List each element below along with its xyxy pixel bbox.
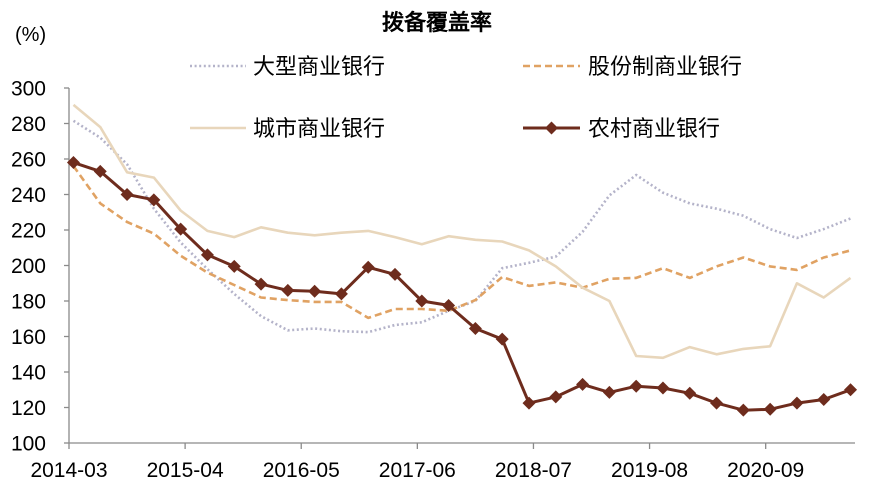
data-point-rural-banks	[817, 393, 831, 407]
data-point-rural-banks	[227, 259, 241, 273]
legend-diamond-marker	[545, 121, 558, 135]
data-point-rural-banks	[334, 287, 348, 301]
y-axis-ticks: 100 120 140 160 180 200 220 240 260 280 300	[11, 78, 69, 456]
x-tick-label: 2015-04	[147, 459, 224, 482]
legend-label-joint-stock-banks: 股份制商业银行	[588, 54, 742, 79]
data-point-rural-banks	[120, 188, 134, 201]
data-point-rural-banks	[93, 164, 107, 178]
data-point-rural-banks	[576, 377, 590, 391]
y-tick-label: 240	[11, 184, 46, 207]
x-tick-label: 2018-07	[495, 459, 572, 482]
data-point-rural-banks	[442, 298, 456, 312]
data-point-rural-banks	[763, 402, 777, 416]
y-axis-unit-label: (%)	[15, 24, 46, 46]
legend-label-city-banks: 城市商业银行	[253, 116, 385, 141]
x-tick-label: 2016-05	[263, 459, 340, 482]
data-point-rural-banks	[629, 379, 643, 393]
legend-item-rural-banks: 农村商业银行	[523, 116, 720, 141]
legend-label-large-banks: 大型商业银行	[253, 54, 385, 79]
data-point-rural-banks	[174, 222, 188, 236]
y-tick-label: 220	[11, 220, 46, 243]
data-point-rural-banks	[254, 277, 268, 291]
y-tick-label: 100	[11, 433, 46, 456]
data-point-rural-banks	[468, 322, 482, 336]
chart-title: 拨备覆盖率	[382, 10, 492, 35]
data-point-rural-banks	[656, 381, 670, 395]
series-line-large-banks	[72, 119, 851, 334]
data-point-rural-banks	[495, 332, 509, 346]
series-joint-stock-banks	[72, 165, 851, 320]
y-tick-label: 180	[11, 291, 46, 314]
data-point-rural-banks	[281, 283, 295, 297]
x-tick-label: 2019-08	[611, 459, 688, 482]
x-axis-ticks: 2014-03 2015-04 2016-05 2017-06 2018-07 2019-…	[30, 443, 804, 482]
axes: 100 120 140 160 180 200 220 240 260 280 300 2014-0…	[11, 78, 855, 482]
data-point-rural-banks	[683, 386, 697, 400]
y-tick-label: 120	[11, 397, 46, 420]
legend-item-large-banks: 大型商业银行	[190, 54, 385, 79]
x-tick-label: 2014-03	[30, 459, 107, 482]
y-tick-label: 300	[11, 78, 46, 101]
data-point-rural-banks	[790, 396, 804, 410]
data-point-rural-banks	[308, 284, 322, 298]
data-point-rural-banks	[200, 248, 214, 262]
legend-item-joint-stock-banks: 股份制商业银行	[523, 54, 742, 79]
x-tick-label: 2017-06	[379, 459, 456, 482]
data-point-rural-banks	[147, 193, 161, 207]
legend-label-rural-banks: 农村商业银行	[588, 116, 720, 141]
series-line-city-banks	[72, 103, 852, 360]
y-tick-label: 160	[11, 326, 46, 349]
series-rural-banks	[66, 156, 858, 417]
data-point-rural-banks	[602, 385, 616, 399]
y-tick-label: 280	[11, 113, 46, 136]
series-city-banks	[72, 103, 852, 360]
data-point-rural-banks	[388, 267, 402, 281]
y-tick-label: 140	[11, 362, 46, 385]
data-point-rural-banks	[710, 396, 724, 410]
series-line-joint-stock-banks	[72, 165, 851, 320]
data-point-rural-banks	[736, 403, 750, 417]
y-tick-label: 200	[11, 255, 46, 278]
legend-item-city-banks: 城市商业银行	[190, 116, 385, 141]
data-point-rural-banks	[844, 383, 858, 397]
x-tick-label: 2020-09	[727, 459, 804, 482]
data-point-rural-banks	[415, 294, 429, 308]
data-point-rural-banks	[66, 156, 80, 170]
legend: 大型商业银行 股份制商业银行 城市商业银行 农村商业银行	[190, 54, 742, 141]
series-large-banks	[72, 119, 851, 334]
data-point-rural-banks	[361, 260, 375, 274]
y-tick-label: 260	[11, 149, 46, 172]
data-point-rural-banks	[522, 396, 536, 410]
series-line-rural-banks	[73, 161, 852, 412]
data-point-rural-banks	[549, 390, 563, 404]
series-layer	[66, 103, 858, 417]
